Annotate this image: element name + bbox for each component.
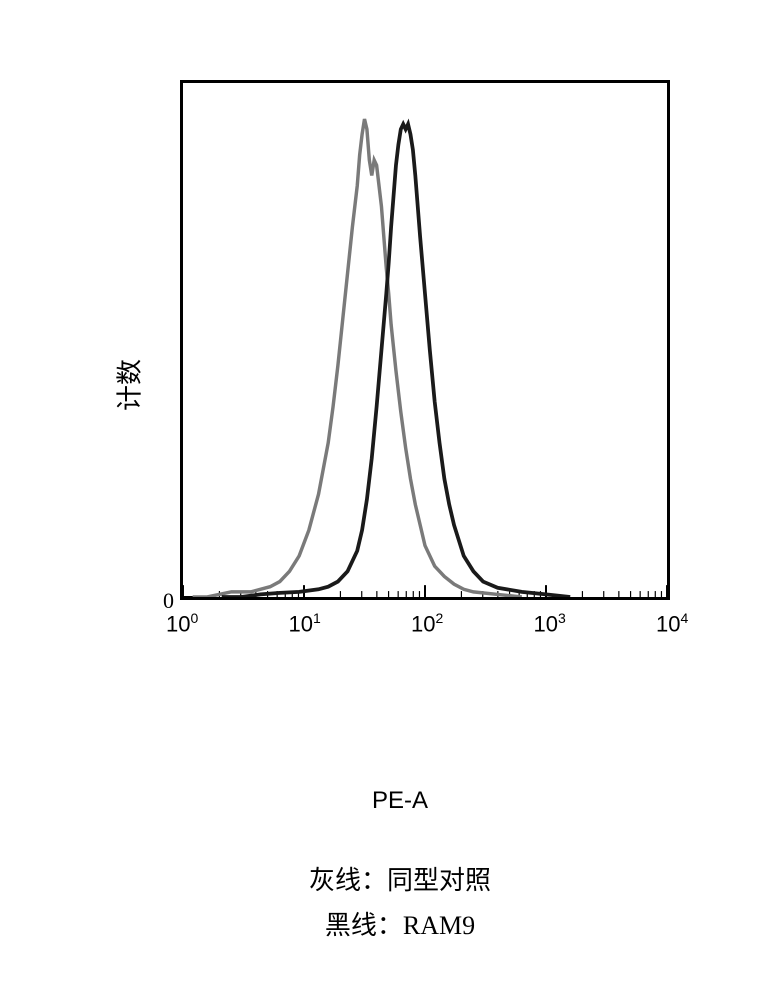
legend-black-line: 黑线：RAM9 [260, 905, 540, 942]
x-tick-4: 104 [656, 610, 688, 637]
histogram-curves [183, 83, 667, 597]
x-tick-3: 103 [534, 610, 566, 637]
isotype-control-curve [193, 119, 522, 597]
chart-legend: 灰线：同型对照 黑线：RAM9 [260, 860, 540, 950]
x-tick-1: 101 [289, 610, 321, 637]
legend-gray-line: 灰线：同型对照 [260, 860, 540, 897]
y-axis-label: 计数 [110, 359, 147, 411]
x-tick-0: 100 [166, 610, 198, 637]
plot-area [180, 80, 670, 600]
x-tick-2: 102 [411, 610, 443, 637]
x-axis-label: PE-A [372, 787, 428, 815]
flow-cytometry-chart: 计数 0 PE-A [120, 60, 680, 710]
